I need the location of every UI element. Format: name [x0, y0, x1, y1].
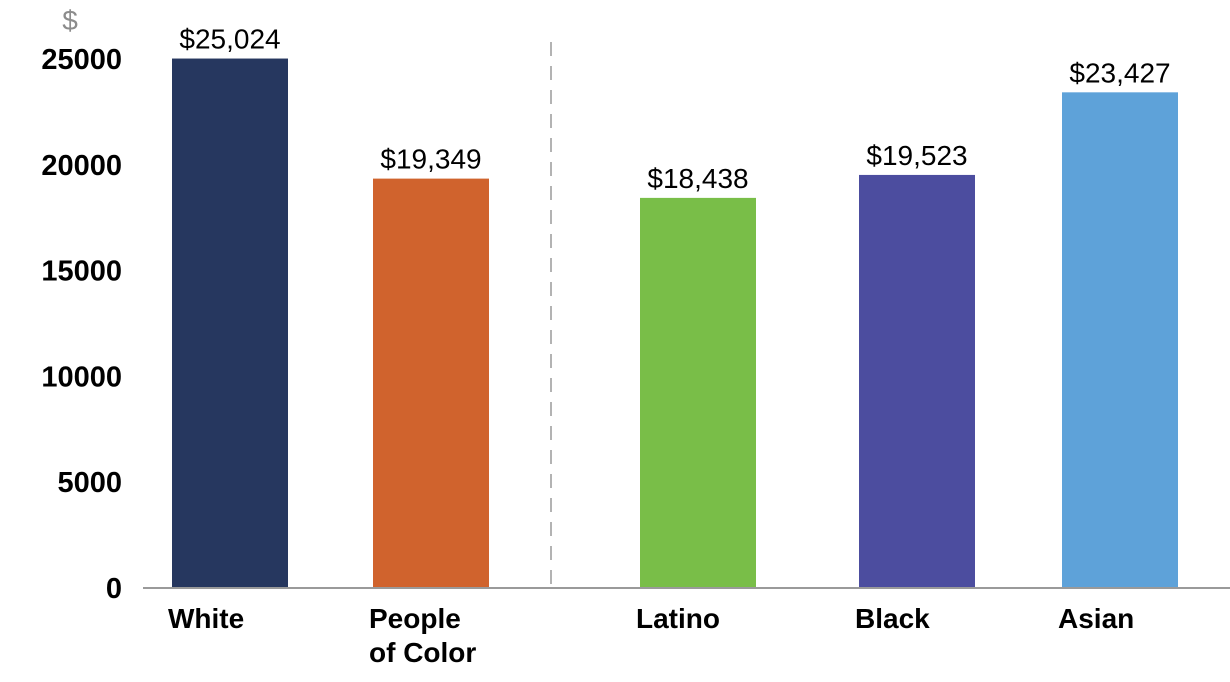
data-label: $25,024 [179, 24, 280, 55]
bars [172, 58, 1178, 589]
x-tick-label: Latino [636, 603, 720, 634]
unit-label: $ [62, 5, 78, 36]
bar [859, 174, 975, 588]
y-tick-label: 10000 [41, 361, 122, 393]
y-axis-ticks: 0 5000 10000 15000 20000 25000 [41, 44, 122, 605]
data-label: $19,349 [380, 144, 481, 175]
y-tick-label: 25000 [41, 44, 122, 76]
y-tick-label: 15000 [41, 256, 122, 288]
bar [172, 58, 288, 589]
x-tick-label: White [168, 603, 244, 634]
data-label: $23,427 [1069, 57, 1170, 88]
x-tick-label: Asian [1058, 603, 1134, 634]
y-tick-label: 20000 [41, 150, 122, 182]
x-tick-label: Black [855, 603, 930, 634]
bar [640, 197, 756, 588]
data-label: $19,523 [866, 140, 967, 171]
bar [373, 178, 489, 588]
y-tick-label: 5000 [57, 467, 122, 499]
x-tick-label: People of Color [369, 603, 476, 668]
y-tick-label: 0 [106, 573, 122, 605]
x-axis-labels: White People of Color Latino Black Asian [168, 603, 1134, 668]
data-label: $18,438 [647, 163, 748, 194]
data-labels: $25,024 $19,349 $18,438 $19,523 $23,427 [179, 24, 1170, 194]
bar [1062, 92, 1178, 589]
